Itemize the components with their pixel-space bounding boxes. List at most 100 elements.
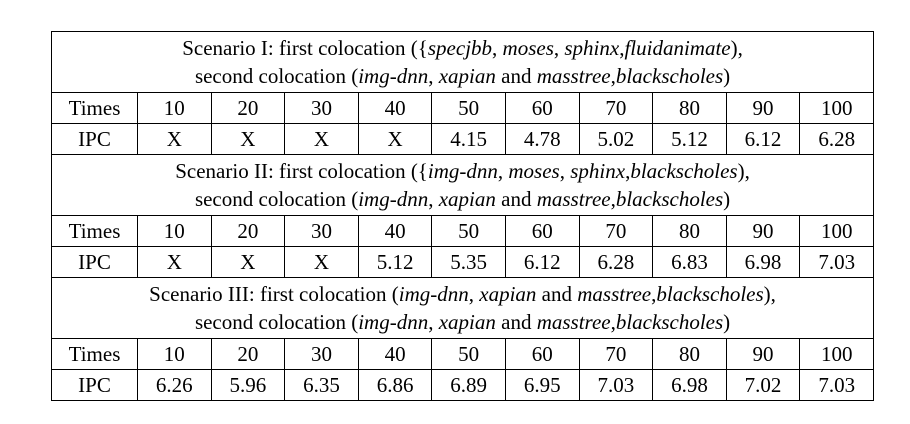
caption-text: ,: [468, 282, 480, 306]
caption-text: ),: [730, 36, 743, 60]
workload-name: blackscholes: [615, 187, 724, 211]
ipc-row: IPC X X X 5.12 5.35 6.12 6.28 6.83 6.98 7.03: [51, 246, 875, 278]
times-row: Times 10 20 30 40 50 60 70 80 90 100: [51, 338, 875, 370]
ipc-cell: X: [284, 246, 359, 278]
caption-text: ,: [610, 64, 616, 88]
ipc-cell: X: [137, 246, 212, 278]
ipc-label: IPC: [51, 369, 138, 401]
times-cell: 40: [357, 338, 433, 370]
ipc-results-table: Scenario I: first colocation ({specjbb, …: [50, 31, 875, 401]
times-cell: 10: [137, 215, 212, 247]
times-cell: 100: [799, 215, 875, 247]
workload-name: fluidanimate: [624, 36, 731, 60]
ipc-cell: 5.12: [652, 123, 727, 155]
workload-name: xapian: [438, 187, 496, 211]
times-cell: 90: [725, 338, 801, 370]
times-cell: 80: [652, 338, 727, 370]
workload-name: img-dnn: [358, 310, 429, 334]
workload-name: masstree: [536, 187, 611, 211]
times-cell: 70: [578, 92, 654, 124]
caption-line: Scenario III: first colocation (img-dnn,…: [52, 280, 873, 308]
times-cell: 40: [357, 92, 433, 124]
caption-text: and: [495, 187, 537, 211]
times-cell: 80: [652, 215, 727, 247]
caption-text: second colocation (: [194, 187, 359, 211]
times-cell: 60: [504, 215, 580, 247]
ipc-cell: 7.02: [725, 369, 801, 401]
times-cell: 50: [431, 215, 506, 247]
caption-text: ,: [428, 64, 439, 88]
times-cell: 10: [137, 338, 212, 370]
caption-text: ,: [610, 310, 616, 334]
times-label: Times: [51, 338, 138, 370]
caption-text: ): [723, 187, 731, 211]
caption-line: Scenario I: first colocation ({specjbb, …: [52, 34, 873, 62]
scenario-caption: Scenario II: first colocation ({img-dnn,…: [50, 154, 875, 216]
workload-name: moses: [508, 159, 560, 183]
ipc-cell: 6.89: [431, 369, 506, 401]
times-row: Times 10 20 30 40 50 60 70 80 90 100: [51, 215, 875, 247]
caption-text: and: [536, 282, 578, 306]
workload-name: xapian: [438, 64, 496, 88]
ipc-label: IPC: [51, 246, 138, 278]
caption-text: Scenario III: first colocation (: [149, 282, 399, 306]
ipc-cell: X: [210, 123, 286, 155]
caption-text: Scenario I: first colocation ({: [182, 36, 428, 60]
caption-line: second colocation (img-dnn, xapian and m…: [52, 185, 873, 213]
ipc-label: IPC: [51, 123, 138, 155]
workload-name: masstree: [536, 310, 611, 334]
caption-text: ,: [428, 310, 439, 334]
ipc-cell: 6.95: [504, 369, 580, 401]
workload-name: moses: [502, 36, 554, 60]
times-cell: 100: [799, 338, 875, 370]
ipc-cell: 6.12: [504, 246, 580, 278]
times-cell: 20: [210, 215, 286, 247]
workload-name: sphinx: [564, 36, 620, 60]
times-cell: 60: [504, 338, 580, 370]
times-cell: 70: [578, 215, 654, 247]
times-label: Times: [51, 92, 138, 124]
table-body: Scenario I: first colocation ({specjbb, …: [50, 31, 875, 401]
times-cell: 90: [725, 92, 801, 124]
ipc-cell: 5.12: [357, 246, 433, 278]
workload-name: sphinx: [570, 159, 626, 183]
caption-line: second colocation (img-dnn, xapian and m…: [52, 62, 873, 90]
times-cell: 20: [210, 92, 286, 124]
ipc-cell: 6.28: [578, 246, 654, 278]
ipc-cell: 5.02: [578, 123, 654, 155]
ipc-cell: 5.96: [210, 369, 286, 401]
times-cell: 30: [284, 92, 359, 124]
scenario-caption: Scenario I: first colocation ({specjbb, …: [50, 31, 875, 93]
caption-text: ,: [559, 159, 571, 183]
workload-name: specjbb: [427, 36, 493, 60]
times-cell: 100: [799, 92, 875, 124]
caption-text: ,: [553, 36, 565, 60]
caption-text: ,: [619, 36, 625, 60]
times-cell: 30: [284, 338, 359, 370]
caption-text: ,: [497, 159, 509, 183]
times-cell: 80: [652, 92, 727, 124]
caption-text: ),: [763, 282, 776, 306]
caption-text: and: [495, 310, 537, 334]
ipc-cell: 6.35: [284, 369, 359, 401]
ipc-cell: 4.15: [431, 123, 506, 155]
caption-text: ,: [492, 36, 503, 60]
times-cell: 10: [137, 92, 212, 124]
times-cell: 30: [284, 215, 359, 247]
ipc-cell: 6.98: [725, 246, 801, 278]
scenario-caption-row: Scenario I: first colocation ({specjbb, …: [50, 31, 875, 93]
caption-line: second colocation (img-dnn, xapian and m…: [52, 308, 873, 336]
times-cell: 70: [578, 338, 654, 370]
caption-text: and: [495, 64, 537, 88]
ipc-cell: X: [284, 123, 359, 155]
ipc-row: IPC 6.26 5.96 6.35 6.86 6.89 6.95 7.03 6.98 7.02 7…: [51, 369, 875, 401]
ipc-cell: 7.03: [799, 246, 875, 278]
workload-name: blackscholes: [656, 282, 764, 306]
times-cell: 90: [725, 215, 801, 247]
ipc-cell: X: [357, 123, 433, 155]
workload-name: xapian: [438, 310, 496, 334]
ipc-cell: 6.98: [652, 369, 727, 401]
caption-text: second colocation (: [194, 310, 359, 334]
ipc-cell: 7.03: [578, 369, 654, 401]
ipc-cell: 6.26: [137, 369, 212, 401]
